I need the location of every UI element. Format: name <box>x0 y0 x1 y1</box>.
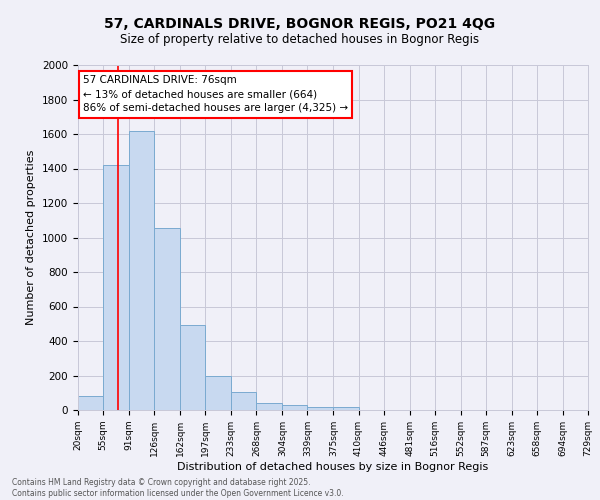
Text: 57 CARDINALS DRIVE: 76sqm
← 13% of detached houses are smaller (664)
86% of semi: 57 CARDINALS DRIVE: 76sqm ← 13% of detac… <box>83 76 348 114</box>
Bar <box>205 376 231 410</box>
Bar <box>129 130 154 410</box>
Text: 57, CARDINALS DRIVE, BOGNOR REGIS, PO21 4QG: 57, CARDINALS DRIVE, BOGNOR REGIS, PO21 … <box>104 18 496 32</box>
Bar <box>282 405 307 410</box>
Bar <box>103 165 129 410</box>
Bar <box>154 228 180 410</box>
Bar <box>231 392 256 410</box>
Bar <box>180 326 205 410</box>
Y-axis label: Number of detached properties: Number of detached properties <box>26 150 37 325</box>
Text: Size of property relative to detached houses in Bognor Regis: Size of property relative to detached ho… <box>121 32 479 46</box>
Bar <box>334 406 359 410</box>
Bar <box>307 406 334 410</box>
Text: Contains HM Land Registry data © Crown copyright and database right 2025.
Contai: Contains HM Land Registry data © Crown c… <box>12 478 344 498</box>
Bar <box>78 396 103 410</box>
Bar <box>256 403 282 410</box>
X-axis label: Distribution of detached houses by size in Bognor Regis: Distribution of detached houses by size … <box>178 462 488 471</box>
